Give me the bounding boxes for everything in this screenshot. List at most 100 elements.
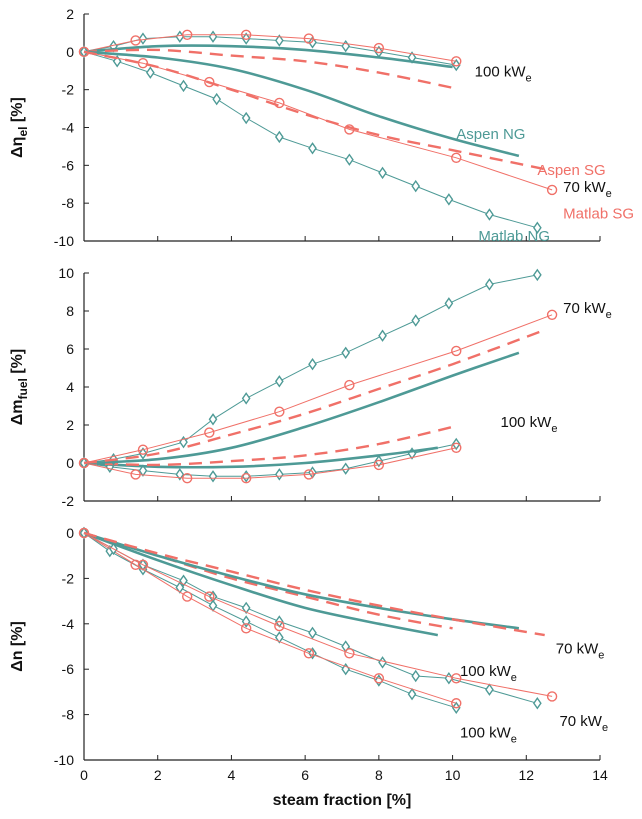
x-tick-label: 4 [228,767,236,783]
diamond-marker [208,30,218,43]
diamond-marker [485,683,494,696]
diamond-marker [274,130,284,144]
diamond-marker [208,413,218,426]
diamond-marker [451,58,461,72]
y-axis-label-subscript: fuel [16,378,30,399]
diamond-marker [411,669,421,683]
y-tick-label: 8 [66,303,74,319]
circle-marker [373,459,385,471]
y-tick-label: -8 [62,195,75,211]
annotation-text: 70 kW [563,300,606,317]
circle-marker [240,473,252,484]
y-tick-label: 10 [58,265,74,281]
circle-marker [274,406,285,417]
series-aspen-ng-2 [83,446,438,469]
y-tick-label: 0 [66,44,74,60]
annotation-subscript: e [526,72,532,84]
annotation-subscript: e [606,309,612,321]
diamond-marker [485,208,494,221]
series-matlab-sg-1-line [83,532,457,704]
series-aspen-sg-7 [83,328,546,465]
y-axis-label-unit: [%] [9,349,26,378]
circle-marker [546,309,558,320]
y-tick-label: 2 [66,417,74,433]
y-tick-label: -10 [54,752,74,768]
y-tick-label: -2 [62,82,75,98]
diamond-marker [241,392,251,405]
annotation-label: Aspen NG [456,126,525,143]
y-axis-label-unit: [%] [9,97,26,126]
series-aspen-sg-7 [83,531,545,637]
series-aspen-ng-6 [83,50,520,158]
diamond-marker [241,32,251,45]
annotation-label: 70 kWe [559,713,608,734]
circle-marker [181,29,193,41]
circle-marker [240,623,252,634]
annotation-label: Aspen SG [537,162,605,179]
series-aspen-sg-3 [83,48,453,89]
diamond-marker [378,656,387,669]
circle-marker [274,620,285,632]
y-tick-label: -6 [62,157,75,173]
y-tick-label: 6 [66,341,74,357]
diamond-marker [138,32,148,45]
annotation-label: Matlab NG [478,228,550,245]
circle-marker [451,345,462,357]
x-tick-label: 12 [518,767,534,783]
y-axis-label-main: Δn [9,651,26,672]
diamond-marker [212,92,222,106]
series-matlab-sg-1-line [83,447,457,479]
y-tick-label: 4 [66,379,74,395]
diamond-marker [532,221,542,234]
annotation-text: Matlab SG [563,205,634,222]
circle-marker [78,527,90,539]
y-tick-label: -8 [62,707,75,723]
diamond-marker [308,647,317,660]
series-matlab-ng-4-line [83,51,538,229]
series-matlab-sg-5-line [83,51,553,191]
diamond-marker [179,574,188,587]
circle-marker [451,152,462,163]
y-tick-label: 0 [66,455,74,471]
y-axis-label-main: Δη [9,137,26,158]
diamond-marker [308,142,317,155]
series-matlab-ng-4-line [83,532,538,704]
diamond-marker [274,375,284,388]
diamond-marker [145,66,155,79]
circle-marker [373,673,385,684]
circle-marker [137,57,149,69]
annotation-text: Matlab NG [478,228,550,245]
y-axis-label-unit: [%] [9,621,26,650]
diamond-marker [532,697,542,710]
annotation-text: 100 kW [460,724,512,741]
annotation-label: 70 kWe [556,640,605,661]
annotation-text: 100 kW [460,663,512,680]
circle-marker [137,559,149,570]
y-tick-label: 0 [66,525,74,541]
circle-marker [303,33,315,44]
diamond-marker [407,687,417,701]
diamond-marker [274,468,284,481]
annotation-label: 100 kWe [460,724,517,745]
series-aspen-ng-2 [83,531,439,637]
circle-marker [344,648,355,659]
circle-marker [373,42,385,54]
circle-marker [303,469,315,480]
circle-marker [137,444,149,455]
diamond-marker [274,631,284,644]
diamond-marker [175,468,185,481]
diamond-marker [308,36,317,49]
diamond-marker [341,39,351,53]
diamond-marker [451,437,461,451]
annotation-subscript: e [598,649,604,661]
annotation-text: 70 kW [559,713,602,730]
circle-marker [274,97,285,109]
series-aspen-sg-7 [83,50,545,171]
x-axis-label: steam fraction [%] [273,792,412,809]
diamond-marker [341,346,351,360]
circle-marker [546,184,558,196]
diamond-marker [179,79,188,93]
y-tick-label: -10 [54,233,74,249]
diamond-marker [345,153,354,166]
